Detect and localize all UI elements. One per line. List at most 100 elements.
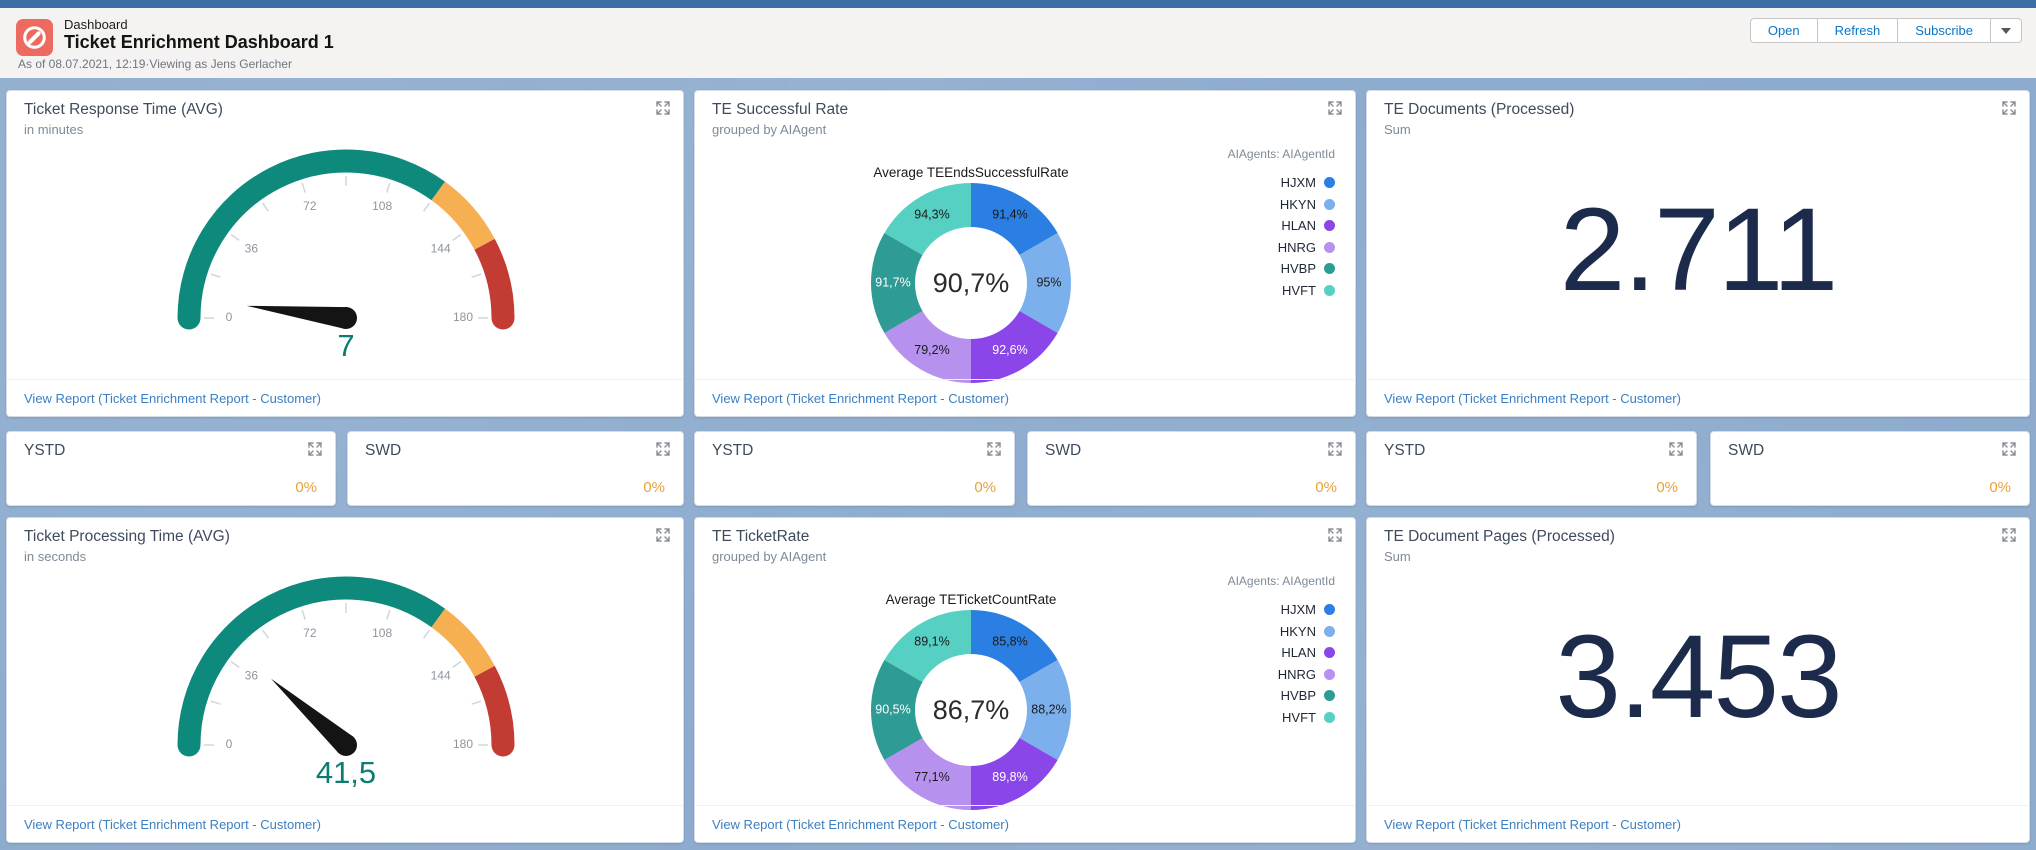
legend-dot [1324, 668, 1335, 680]
svg-text:72: 72 [303, 199, 317, 213]
tile-title: YSTD [712, 442, 754, 459]
widget-subtitle: Sum [1384, 122, 1411, 137]
page-title: Ticket Enrichment Dashboard 1 [64, 32, 334, 52]
expand-icon[interactable] [306, 441, 324, 459]
svg-text:144: 144 [431, 668, 451, 682]
legend-item: HVBP [1228, 685, 1335, 707]
widget-te-document-pages-processed: TE Document Pages (Processed) Sum 3.453 … [1366, 517, 2030, 843]
tile-value: 0% [1315, 479, 1337, 496]
svg-text:144: 144 [431, 241, 451, 255]
svg-text:89,8%: 89,8% [992, 770, 1027, 784]
tile-value: 0% [295, 479, 317, 496]
tile-ystd: YSTD 0% [694, 431, 1015, 506]
tile-value: 0% [1656, 479, 1678, 496]
widget-title: TE Document Pages (Processed) [1384, 528, 1615, 545]
widget-ticket-processing-time: Ticket Processing Time (AVG) in seconds … [6, 517, 684, 843]
tile-ystd: YSTD 0% [1366, 431, 1697, 506]
svg-text:108: 108 [372, 626, 392, 640]
donut-chart: Average TETicketCountRate 85,8% 88,2% 89,8%… [871, 592, 1071, 810]
legend-item: HVFT [1228, 707, 1335, 729]
view-report-link[interactable]: View Report (Ticket Enrichment Report - … [712, 390, 1009, 406]
svg-text:91,4%: 91,4% [992, 208, 1027, 222]
open-button[interactable]: Open [1749, 18, 1817, 43]
svg-text:92,6%: 92,6% [992, 343, 1027, 357]
expand-icon[interactable] [2000, 527, 2018, 545]
tile-title: YSTD [24, 442, 66, 459]
tile-title: SWD [1728, 442, 1765, 459]
expand-icon[interactable] [985, 441, 1003, 459]
tile-swd: SWD 0% [1027, 431, 1356, 506]
metric-value: 2.711 [1559, 184, 1839, 316]
expand-icon[interactable] [1326, 441, 1344, 459]
legend-item: HKYN [1228, 194, 1335, 216]
svg-text:Average TETicketCountRate: Average TETicketCountRate [886, 592, 1057, 607]
svg-text:0: 0 [226, 737, 233, 751]
view-report-link[interactable]: View Report (Ticket Enrichment Report - … [712, 816, 1009, 832]
expand-icon[interactable] [1326, 100, 1344, 118]
widget-subtitle: grouped by AIAgent [712, 549, 827, 564]
expand-icon[interactable] [1326, 527, 1344, 545]
svg-text:94,3%: 94,3% [914, 208, 949, 222]
widget-title: TE Documents (Processed) [1384, 101, 1575, 118]
svg-text:180: 180 [453, 737, 473, 751]
top-accent-bar [0, 0, 2036, 8]
chart-legend: AIAgents: AIAgentId HJXM HKYN HLAN HNRG … [1228, 147, 1335, 301]
legend-dot [1324, 604, 1335, 616]
expand-icon[interactable] [2000, 441, 2018, 459]
widget-te-ticketrate: TE TicketRate grouped by AIAgent Average… [694, 517, 1356, 843]
tile-value: 0% [1989, 479, 2011, 496]
gauge-chart: 0 36 72 108 144 180 41,5 [177, 576, 515, 790]
svg-text:77,1%: 77,1% [914, 770, 949, 784]
tile-value: 0% [974, 479, 996, 496]
legend-item: HKYN [1228, 621, 1335, 643]
tile-title: SWD [1045, 442, 1082, 459]
donut-chart: Average TEEndsSuccessfulRate 91,4% 95% 92,6… [871, 165, 1071, 383]
dashboard-header: Dashboard Ticket Enrichment Dashboard 1 … [0, 8, 2036, 78]
chart-legend: AIAgents: AIAgentId HJXM HKYN HLAN HNRG … [1228, 574, 1335, 728]
expand-icon[interactable] [1667, 441, 1685, 459]
svg-text:86,7%: 86,7% [933, 695, 1010, 725]
dashboard-meta: As of 08.07.2021, 12:19·Viewing as Jens … [18, 57, 292, 71]
svg-text:Average TEEndsSuccessfulRate: Average TEEndsSuccessfulRate [873, 165, 1068, 180]
svg-text:90,5%: 90,5% [875, 702, 910, 716]
svg-text:36: 36 [245, 668, 259, 682]
tile-swd: SWD 0% [347, 431, 684, 506]
view-report-link[interactable]: View Report (Ticket Enrichment Report - … [24, 390, 321, 406]
legend-dot [1324, 647, 1335, 659]
svg-text:89,1%: 89,1% [914, 635, 949, 649]
more-actions-button[interactable] [1990, 18, 2022, 43]
legend-dot [1324, 177, 1335, 189]
view-report-link[interactable]: View Report (Ticket Enrichment Report - … [1384, 390, 1681, 406]
svg-text:79,2%: 79,2% [914, 343, 949, 357]
widget-ticket-response-time: Ticket Response Time (AVG) in minutes 0 3… [6, 90, 684, 417]
widget-subtitle: grouped by AIAgent [712, 122, 827, 137]
view-report-link[interactable]: View Report (Ticket Enrichment Report - … [24, 816, 321, 832]
legend-dot [1324, 241, 1335, 253]
widget-te-successful-rate: TE Successful Rate grouped by AIAgent Av… [694, 90, 1356, 417]
expand-icon[interactable] [654, 100, 672, 118]
svg-text:0: 0 [226, 310, 233, 324]
legend-dot [1324, 690, 1335, 702]
expand-icon[interactable] [2000, 100, 2018, 118]
legend-item: HNRG [1228, 237, 1335, 259]
expand-icon[interactable] [654, 441, 672, 459]
svg-text:36: 36 [245, 241, 259, 255]
dashboard-icon [16, 19, 53, 56]
svg-text:41,5: 41,5 [316, 755, 376, 790]
widget-subtitle: in seconds [24, 549, 87, 564]
svg-text:108: 108 [372, 199, 392, 213]
tile-swd: SWD 0% [1710, 431, 2030, 506]
legend-dot [1324, 220, 1335, 232]
view-report-link[interactable]: View Report (Ticket Enrichment Report - … [1384, 816, 1681, 832]
subscribe-button[interactable]: Subscribe [1897, 18, 1990, 43]
svg-text:91,7%: 91,7% [875, 275, 910, 289]
svg-text:90,7%: 90,7% [933, 268, 1010, 298]
widget-title: Ticket Response Time (AVG) [24, 101, 223, 118]
widget-title: Ticket Processing Time (AVG) [24, 528, 230, 545]
tile-title: YSTD [1384, 442, 1426, 459]
legend-dot [1324, 198, 1335, 210]
legend-title: AIAgents: AIAgentId [1227, 574, 1335, 588]
expand-icon[interactable] [654, 527, 672, 545]
chevron-down-icon [2001, 27, 2011, 34]
refresh-button[interactable]: Refresh [1816, 18, 1898, 43]
